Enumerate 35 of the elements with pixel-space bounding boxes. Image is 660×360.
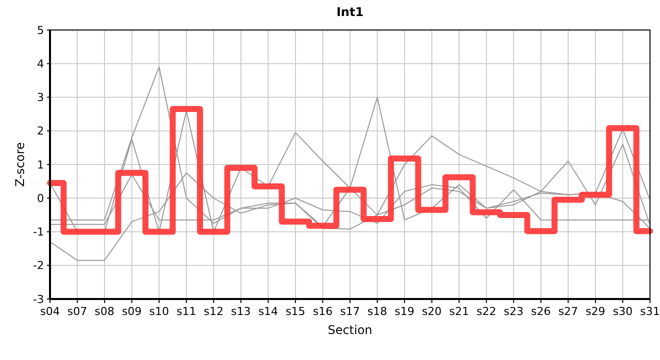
y-tick-label: 0 bbox=[37, 192, 44, 205]
y-tick-label: 2 bbox=[37, 124, 44, 138]
x-tick-label: s22 bbox=[476, 305, 496, 318]
x-tick-label: s08 bbox=[94, 305, 114, 318]
chart-title: Int1 bbox=[336, 5, 364, 19]
x-tick-label: s12 bbox=[204, 305, 224, 318]
y-tick-label: -1 bbox=[33, 226, 44, 239]
x-tick-label: s29 bbox=[586, 305, 606, 318]
x-tick-label: s26 bbox=[531, 305, 551, 318]
y-tick-label: 3 bbox=[37, 91, 44, 104]
x-tick-label: s17 bbox=[340, 305, 360, 318]
y-tick-label: -2 bbox=[33, 259, 44, 272]
y-axis-title: Z-score bbox=[13, 142, 27, 187]
x-tick-label: s27 bbox=[558, 305, 578, 318]
x-tick-label: s14 bbox=[258, 305, 278, 318]
x-tick-label: s20 bbox=[422, 305, 442, 318]
x-tick-label: s10 bbox=[149, 305, 169, 318]
x-tick-label: s23 bbox=[504, 305, 524, 318]
x-tick-label: s07 bbox=[67, 305, 88, 318]
x-tick-label: s04 bbox=[40, 305, 60, 318]
x-tick-label: s19 bbox=[394, 305, 414, 318]
y-tick-label: 5 bbox=[37, 24, 44, 37]
x-tick-label: s13 bbox=[231, 305, 251, 318]
x-tick-label: s31 bbox=[640, 305, 660, 318]
x-tick-label: s18 bbox=[367, 305, 388, 318]
x-tick-label: s16 bbox=[312, 305, 333, 318]
x-tick-label: s21 bbox=[449, 305, 469, 318]
y-tick-label: -3 bbox=[33, 292, 44, 306]
x-tick-label: s30 bbox=[612, 305, 633, 318]
y-tick-label: 1 bbox=[37, 158, 44, 172]
x-tick-label: s15 bbox=[286, 305, 306, 318]
x-tick-label: s11 bbox=[176, 305, 196, 318]
x-tick-label: s09 bbox=[122, 305, 142, 318]
y-tick-label: 4 bbox=[37, 57, 44, 70]
x-axis-title: Section bbox=[328, 323, 372, 337]
